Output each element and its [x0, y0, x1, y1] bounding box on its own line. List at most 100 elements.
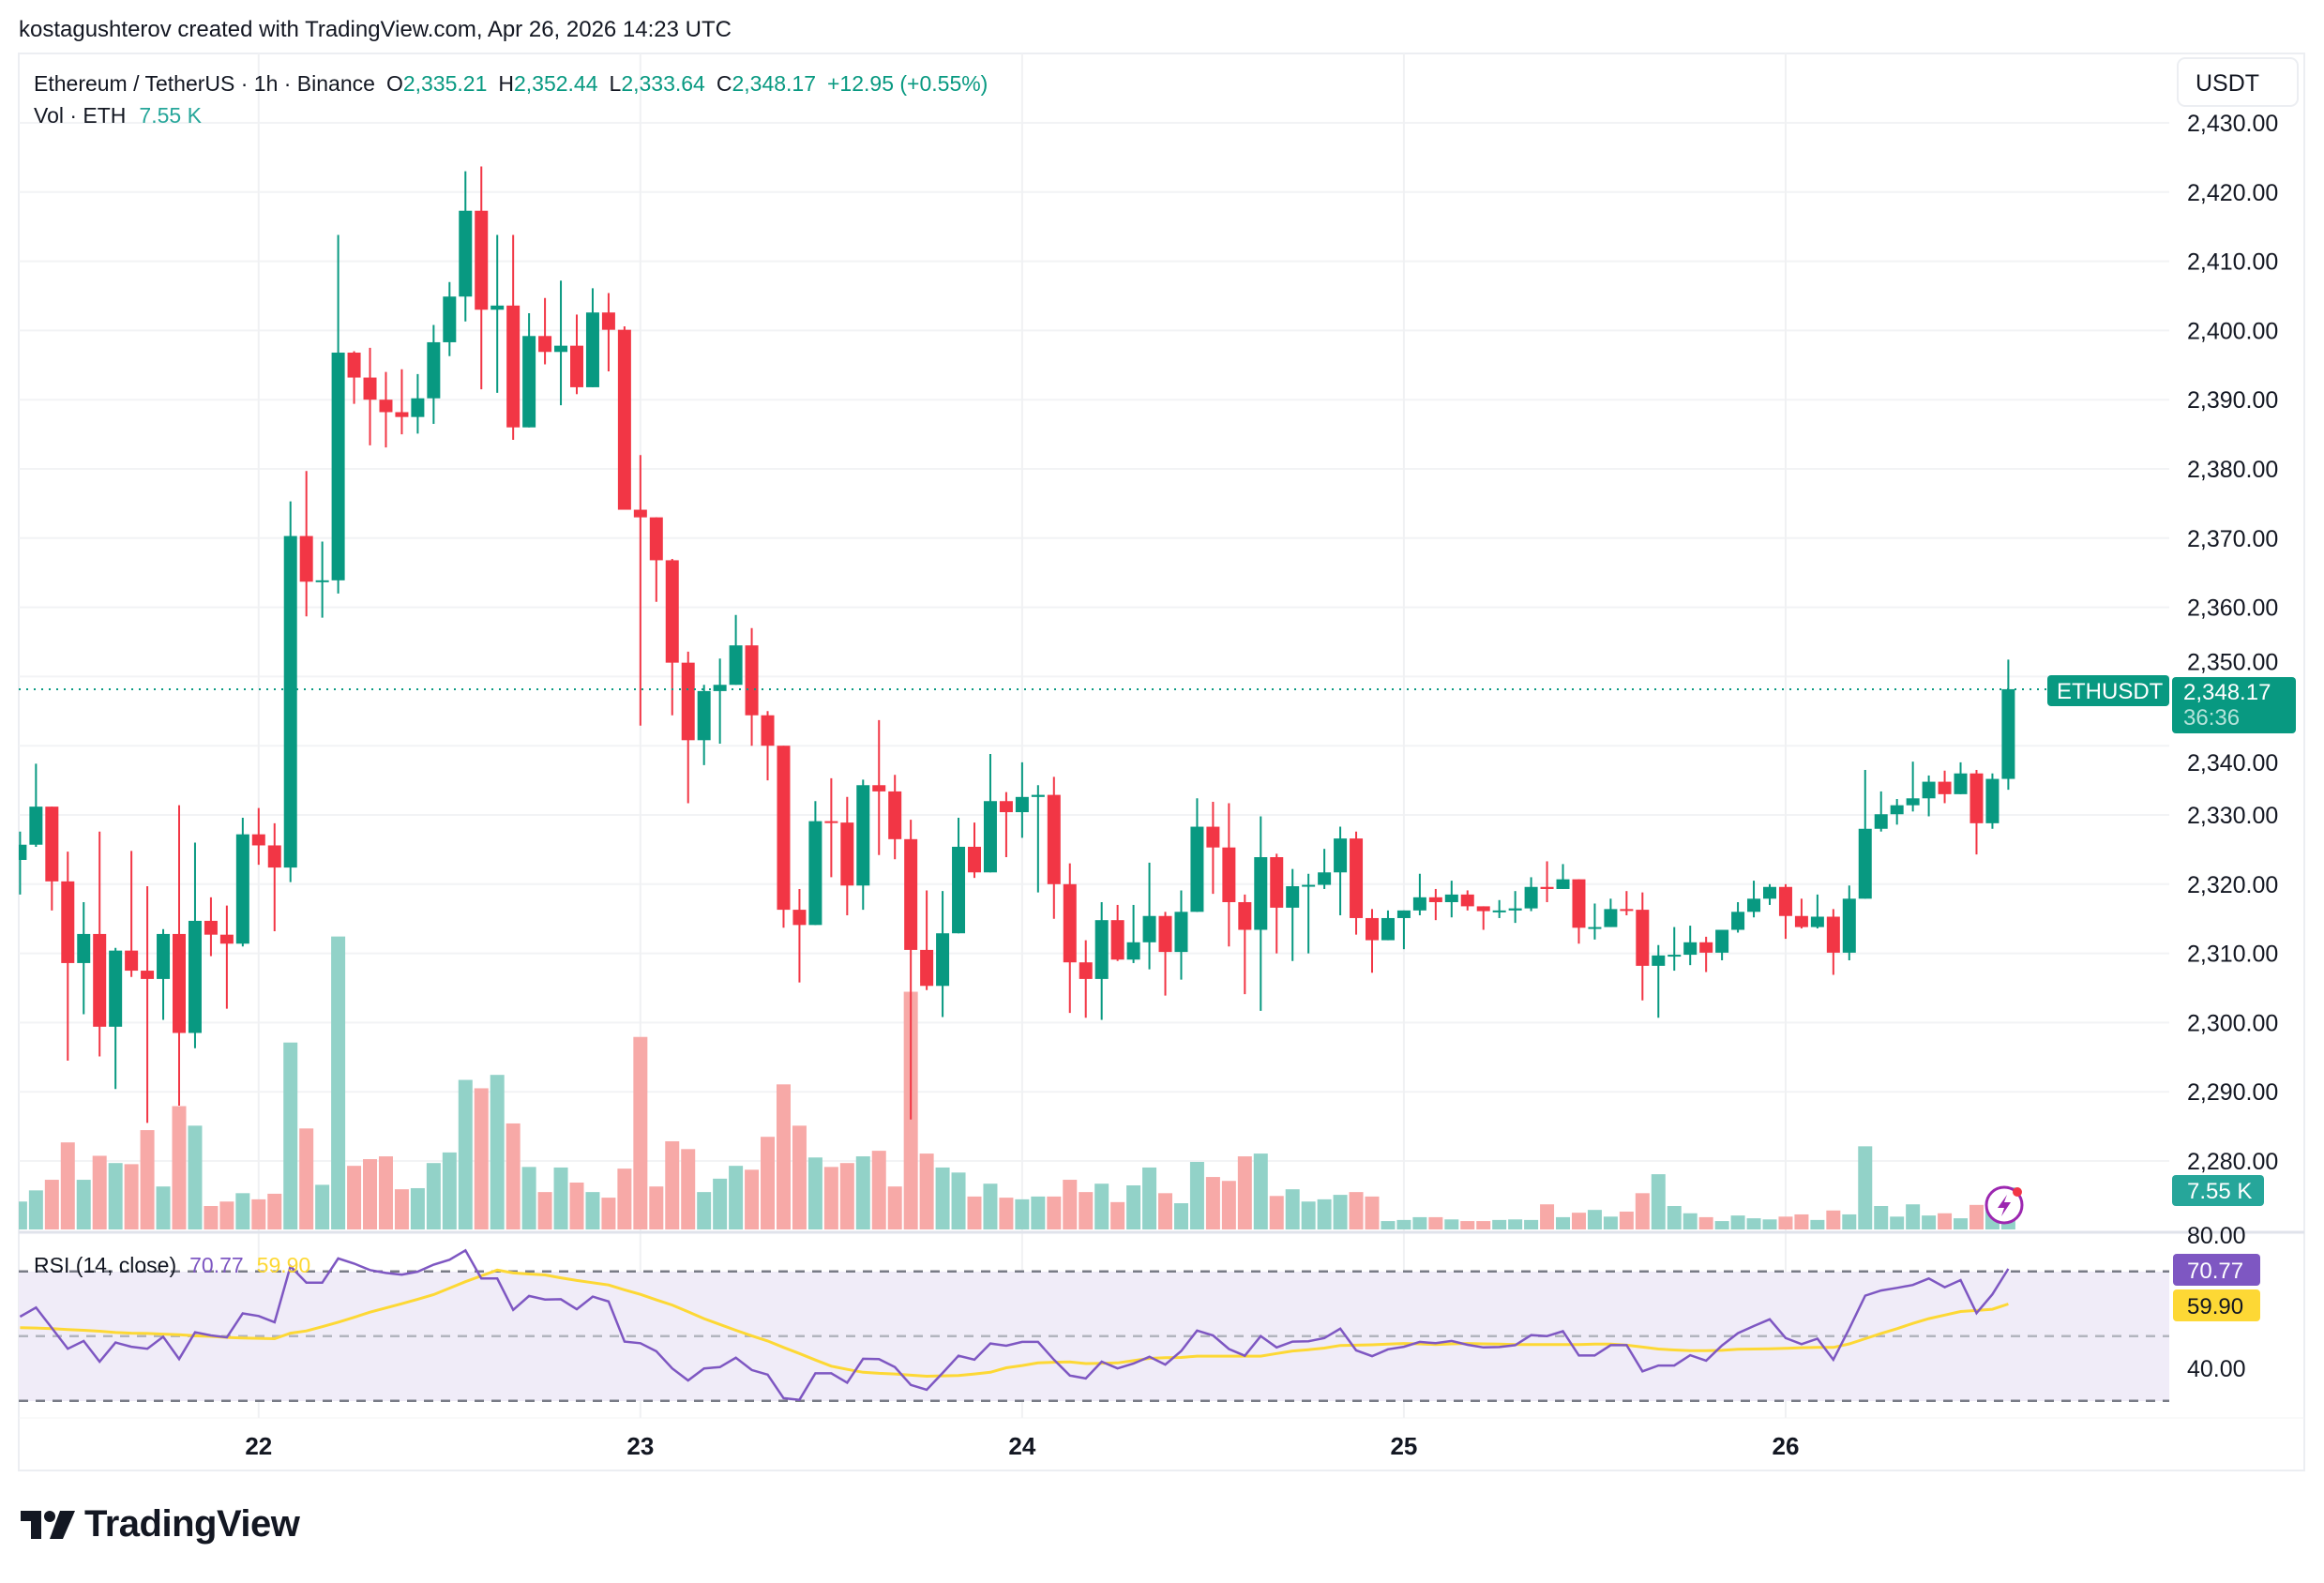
candle	[824, 777, 838, 878]
candle	[777, 746, 791, 928]
rsi-legend[interactable]: RSI (14, close) 70.77 59.90	[34, 1253, 310, 1278]
candle	[1620, 891, 1634, 916]
candle	[204, 897, 218, 957]
volume-bar	[267, 1193, 282, 1229]
candle-body	[109, 950, 123, 1027]
volume-bar	[1778, 1216, 1793, 1229]
time-axis[interactable]: 22 23 24 25 26	[245, 1432, 1799, 1460]
tradingview-logo[interactable]: TradingView	[21, 1503, 300, 1545]
volume-bar	[1428, 1216, 1443, 1229]
volume-bar	[1301, 1201, 1316, 1229]
price-axis[interactable]: 2,430.00 2,420.00 2,410.00 2,400.00 2,390.00…	[2187, 111, 2278, 1382]
candle	[443, 281, 457, 356]
candle-body	[251, 834, 265, 846]
rsi-label: RSI (14, close)	[34, 1253, 177, 1277]
high-value: 2,352.44	[513, 71, 598, 96]
volume-bar	[156, 1186, 171, 1229]
candle	[1747, 881, 1761, 918]
candle-body	[1444, 894, 1458, 902]
candle-body	[1334, 838, 1348, 873]
symbol-legend[interactable]: Ethereum / TetherUS · 1h · Binance O 2,33…	[34, 71, 988, 97]
candle-body	[697, 690, 711, 741]
rsi-ma-line	[20, 1268, 2009, 1379]
candle	[125, 851, 139, 977]
candle-body	[1270, 857, 1284, 908]
volume-bar	[1094, 1183, 1109, 1229]
candle-body	[188, 920, 202, 1033]
volume-bar	[1556, 1216, 1571, 1229]
volume-bar	[1826, 1210, 1841, 1229]
candle-body	[1668, 955, 1682, 957]
candle-body	[777, 746, 791, 911]
candle	[617, 325, 631, 510]
volume-bar	[204, 1206, 219, 1229]
volume-bar	[1969, 1204, 1984, 1229]
volume-bar	[283, 1042, 298, 1229]
volume-bar	[1142, 1167, 1157, 1229]
candle-body	[2001, 688, 2015, 779]
candle	[1460, 890, 1474, 911]
candle	[2001, 659, 2015, 791]
candle	[1444, 881, 1458, 918]
volume-bar	[745, 1169, 760, 1229]
candle	[1015, 761, 1029, 838]
currency-button[interactable]: USDT	[2177, 57, 2299, 107]
candle	[1556, 864, 1570, 889]
volume-bar	[394, 1189, 409, 1229]
candle-body	[1810, 916, 1824, 927]
price-axis-label: 2,390.00	[2187, 387, 2278, 414]
lightning-alert-icon[interactable]	[1984, 1185, 2024, 1225]
volume-bar	[1047, 1196, 1062, 1229]
volume-bar	[1333, 1195, 1348, 1229]
volume-legend[interactable]: Vol · ETH 7.55 K	[34, 103, 202, 128]
volume-bar	[1015, 1199, 1030, 1229]
symbol-title[interactable]: Ethereum / TetherUS · 1h · Binance	[34, 71, 375, 96]
candle-body	[1238, 901, 1252, 930]
candle	[983, 754, 997, 873]
candle-body	[235, 834, 249, 944]
volume-bar	[665, 1140, 680, 1229]
candle	[554, 280, 568, 406]
candle	[872, 719, 886, 855]
volume-bar	[426, 1163, 441, 1229]
volume-bar	[649, 1186, 664, 1229]
candle-body	[1428, 897, 1442, 902]
volume-bar	[108, 1163, 123, 1229]
candle	[299, 471, 313, 617]
candle	[1350, 831, 1364, 935]
candle-body	[649, 517, 663, 561]
candle	[1842, 885, 1856, 960]
candle-body	[379, 400, 393, 413]
symbol-tag: ETHUSDT	[2047, 675, 2169, 706]
candle-body	[1747, 898, 1761, 912]
candle	[1094, 901, 1109, 1020]
candle	[363, 347, 377, 445]
volume-bar	[410, 1187, 425, 1229]
candle-body	[999, 801, 1013, 813]
candle-body	[443, 296, 457, 342]
candle	[459, 171, 473, 322]
price-axis-label: 2,300.00	[2187, 1010, 2278, 1036]
candle-body	[856, 785, 870, 886]
candle-body	[506, 305, 521, 428]
price-axis-label: 2,370.00	[2187, 526, 2278, 552]
candle-body	[125, 950, 139, 972]
candle-body	[141, 971, 155, 979]
price-axis-label: 2,380.00	[2187, 457, 2278, 483]
candle	[1794, 898, 1808, 929]
candle-body	[1158, 915, 1172, 953]
last-price-tag: 2,348.17 36:36	[2172, 677, 2296, 733]
candle	[1588, 903, 1602, 940]
price-axis-label: 2,330.00	[2187, 803, 2278, 829]
volume-bar	[19, 1201, 27, 1229]
time-axis-label: 23	[626, 1432, 654, 1460]
candle	[93, 831, 107, 1057]
candle	[538, 297, 552, 365]
candle-body	[45, 807, 59, 882]
candle	[379, 371, 393, 448]
candle-body	[93, 933, 107, 1027]
candle-body	[1731, 912, 1745, 930]
volume-bar	[124, 1164, 139, 1229]
candle-body	[1938, 781, 1952, 794]
